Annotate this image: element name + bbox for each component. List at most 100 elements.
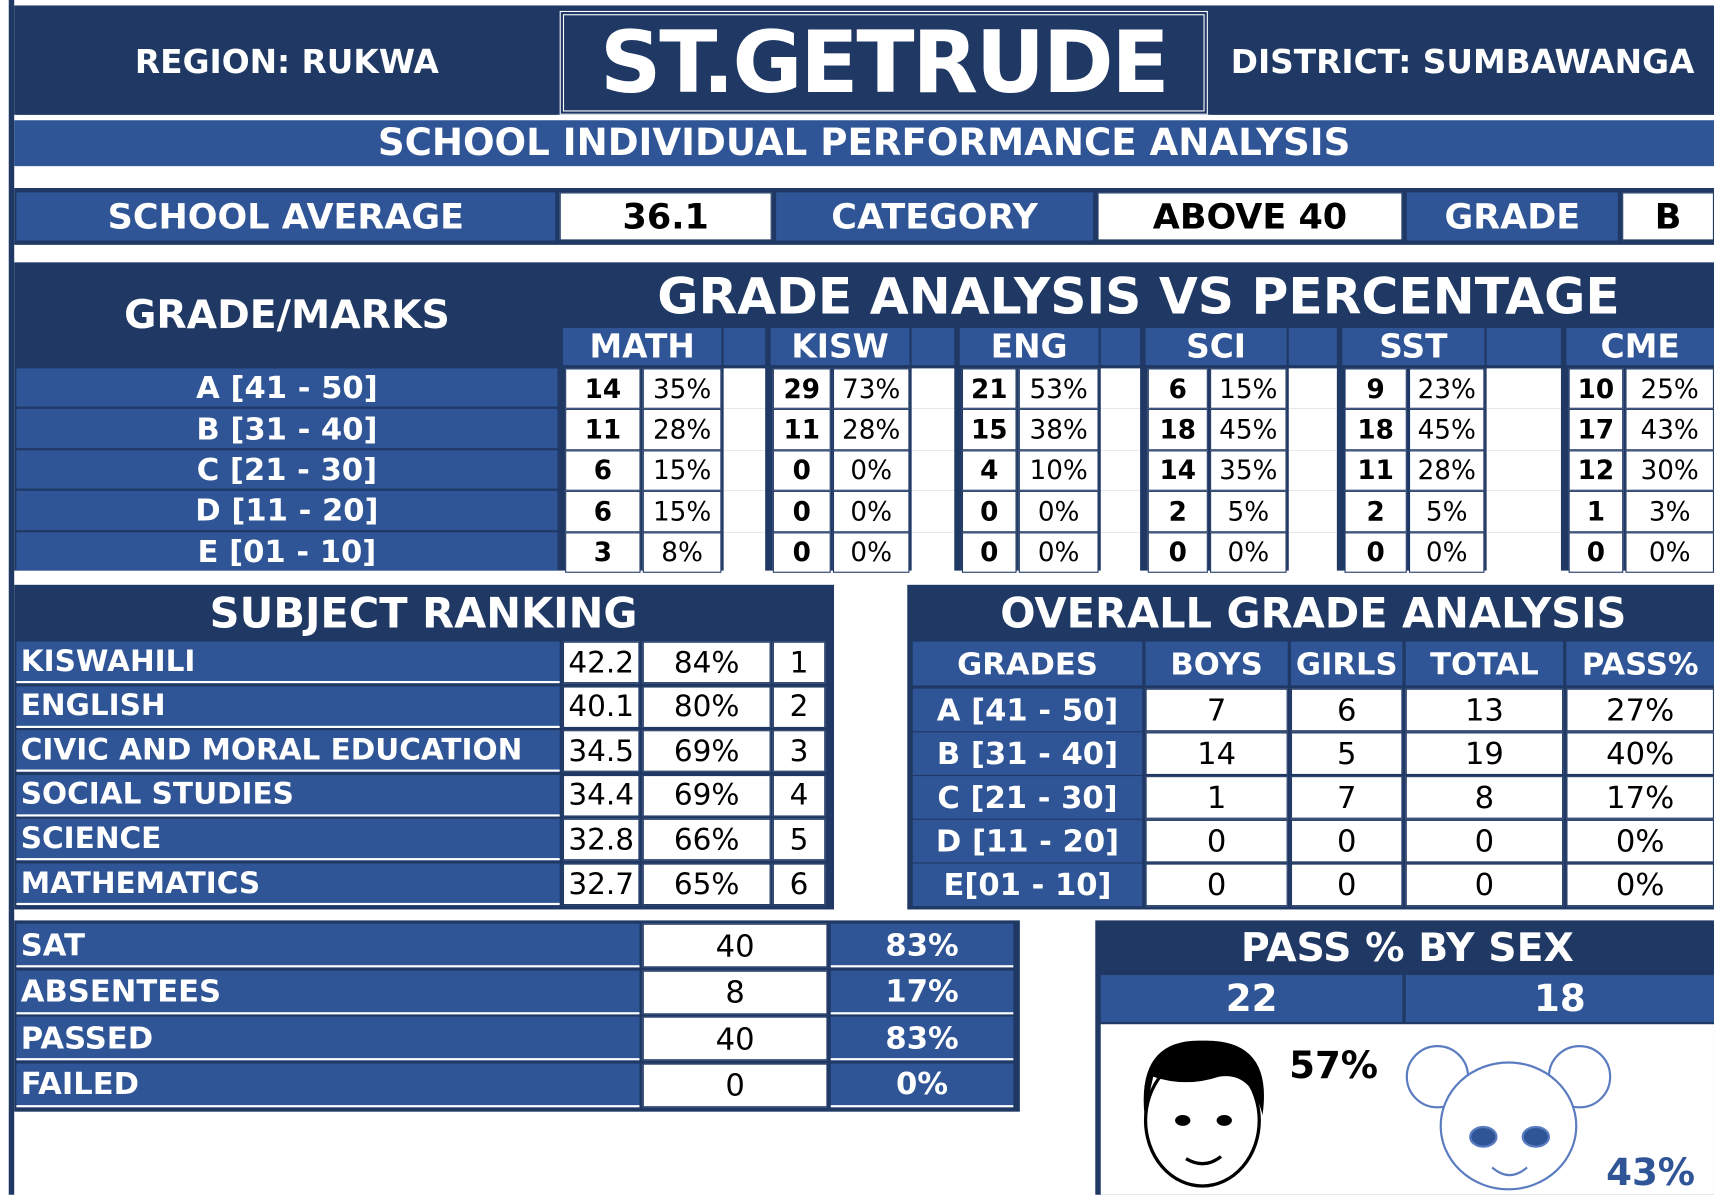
spacer-cell bbox=[912, 491, 955, 532]
attendance-percent: 83% bbox=[831, 924, 1014, 968]
grade-percent: 0% bbox=[1625, 532, 1714, 573]
grade-count: 18 bbox=[1148, 409, 1208, 450]
spacer-cell bbox=[1487, 409, 1561, 450]
overall-value: 19 bbox=[1406, 732, 1563, 775]
subject-rank: 3 bbox=[773, 730, 825, 772]
grade-count: 18 bbox=[1345, 409, 1407, 450]
spacer-cell bbox=[724, 532, 766, 573]
overall-value: 5 bbox=[1291, 732, 1402, 775]
subject-average: 34.4 bbox=[563, 775, 640, 817]
grade-count: 0 bbox=[1569, 532, 1624, 573]
overall-value: 0 bbox=[1291, 864, 1402, 907]
overall-header: TOTAL bbox=[1406, 642, 1563, 686]
subject-rank: 2 bbox=[773, 686, 825, 728]
grade-count: 6 bbox=[565, 450, 640, 491]
report-sheet: REGION: RUKWAST.GETRUDEDISTRICT: SUMBAWA… bbox=[0, 0, 1714, 1195]
girl-face bbox=[1407, 1046, 1610, 1189]
spacer-cell bbox=[1101, 450, 1140, 491]
overall-header: BOYS bbox=[1146, 642, 1288, 686]
attendance-percent: 83% bbox=[831, 1017, 1014, 1061]
spacer-cell bbox=[1487, 491, 1561, 532]
grade-percent: 73% bbox=[833, 368, 910, 409]
subject-name: SCIENCE bbox=[16, 819, 559, 861]
sex-title: PASS % BY SEX bbox=[1101, 924, 1714, 973]
grade-percent: 45% bbox=[1409, 409, 1484, 450]
grade-label: A [41 - 50] bbox=[16, 368, 557, 407]
spacer-cell bbox=[912, 532, 955, 573]
subject-percent: 69% bbox=[643, 730, 771, 772]
spacer-cell bbox=[1487, 532, 1561, 573]
boys-passed: 22 bbox=[1101, 975, 1403, 1022]
subject-rank: 1 bbox=[773, 642, 825, 684]
spacer-header bbox=[1289, 328, 1337, 365]
attendance-label: ABSENTEES bbox=[16, 970, 639, 1014]
overall-header: PASS% bbox=[1566, 642, 1714, 686]
spacer-cell bbox=[724, 409, 766, 450]
spacer-cell bbox=[1101, 491, 1140, 532]
overall-value: 0 bbox=[1146, 820, 1288, 863]
overall-value: 0 bbox=[1406, 864, 1563, 907]
overall-value: 40% bbox=[1566, 732, 1714, 775]
grade-percent: 15% bbox=[643, 450, 722, 491]
overall-value: 0 bbox=[1291, 820, 1402, 863]
overall-value: 14 bbox=[1146, 732, 1288, 775]
subject-header: CME bbox=[1566, 328, 1714, 365]
grade-count: 29 bbox=[773, 368, 831, 409]
spacer-cell bbox=[1487, 368, 1561, 409]
grade-percent: 0% bbox=[833, 532, 910, 573]
grade-count: 6 bbox=[1148, 368, 1208, 409]
grade-percent: 10% bbox=[1019, 450, 1099, 491]
overall-value: 17% bbox=[1566, 776, 1714, 819]
spacer-cell bbox=[724, 368, 766, 409]
corner-label: GRADE/MARKS bbox=[16, 266, 557, 364]
overall-value: 7 bbox=[1291, 776, 1402, 819]
faces bbox=[1120, 1028, 1710, 1192]
subject-percent: 66% bbox=[643, 819, 771, 861]
region: REGION: RUKWA bbox=[16, 11, 557, 115]
spacer-cell bbox=[724, 450, 766, 491]
grade-value: B bbox=[1622, 192, 1714, 240]
overall-value: 6 bbox=[1291, 689, 1402, 732]
grade-label: B [31 - 40] bbox=[16, 409, 557, 448]
overall-grade: E[01 - 10] bbox=[913, 864, 1143, 907]
grade-count: 14 bbox=[1148, 450, 1208, 491]
overall-value: 0 bbox=[1146, 864, 1288, 907]
subject-rank: 5 bbox=[773, 819, 825, 861]
attendance-percent: 17% bbox=[831, 970, 1014, 1014]
grade-percent: 35% bbox=[1210, 450, 1287, 491]
attendance-count: 0 bbox=[643, 1063, 828, 1107]
average-label: SCHOOL AVERAGE bbox=[16, 192, 555, 240]
subject-name: MATHEMATICS bbox=[16, 864, 559, 906]
grade-percent: 43% bbox=[1625, 409, 1714, 450]
grade-count: 15 bbox=[962, 409, 1017, 450]
subject-percent: 65% bbox=[643, 864, 771, 906]
spacer-cell bbox=[1289, 409, 1337, 450]
grade-label: E [01 - 10] bbox=[16, 532, 557, 571]
spacer-header bbox=[912, 328, 955, 365]
spacer-cell bbox=[1289, 450, 1337, 491]
grade-percent: 15% bbox=[643, 491, 722, 532]
grade-percent: 8% bbox=[643, 532, 722, 573]
subject-rank: 6 bbox=[773, 864, 825, 906]
attendance-label: SAT bbox=[16, 924, 639, 968]
grade-percent: 0% bbox=[1409, 532, 1484, 573]
grade-count: 2 bbox=[1345, 491, 1407, 532]
grade-percent: 25% bbox=[1625, 368, 1714, 409]
grade-percent: 0% bbox=[833, 491, 910, 532]
subject-average: 32.8 bbox=[563, 819, 640, 861]
overall-grade: C [21 - 30] bbox=[913, 776, 1143, 819]
grade-label: C [21 - 30] bbox=[16, 450, 557, 489]
grade-count: 2 bbox=[1148, 491, 1208, 532]
grade-percent: 5% bbox=[1210, 491, 1287, 532]
average-value: 36.1 bbox=[560, 192, 772, 240]
grade-percent: 28% bbox=[833, 409, 910, 450]
spacer-cell bbox=[724, 491, 766, 532]
grade-count: 0 bbox=[1345, 532, 1407, 573]
spacer-cell bbox=[1289, 491, 1337, 532]
overall-title: OVERALL GRADE ANALYSIS bbox=[913, 587, 1714, 639]
grade-percent: 35% bbox=[643, 368, 722, 409]
overall-value: 0% bbox=[1566, 864, 1714, 907]
overall-value: 1 bbox=[1146, 776, 1288, 819]
grade-percent: 38% bbox=[1019, 409, 1099, 450]
grade-count: 11 bbox=[565, 409, 640, 450]
